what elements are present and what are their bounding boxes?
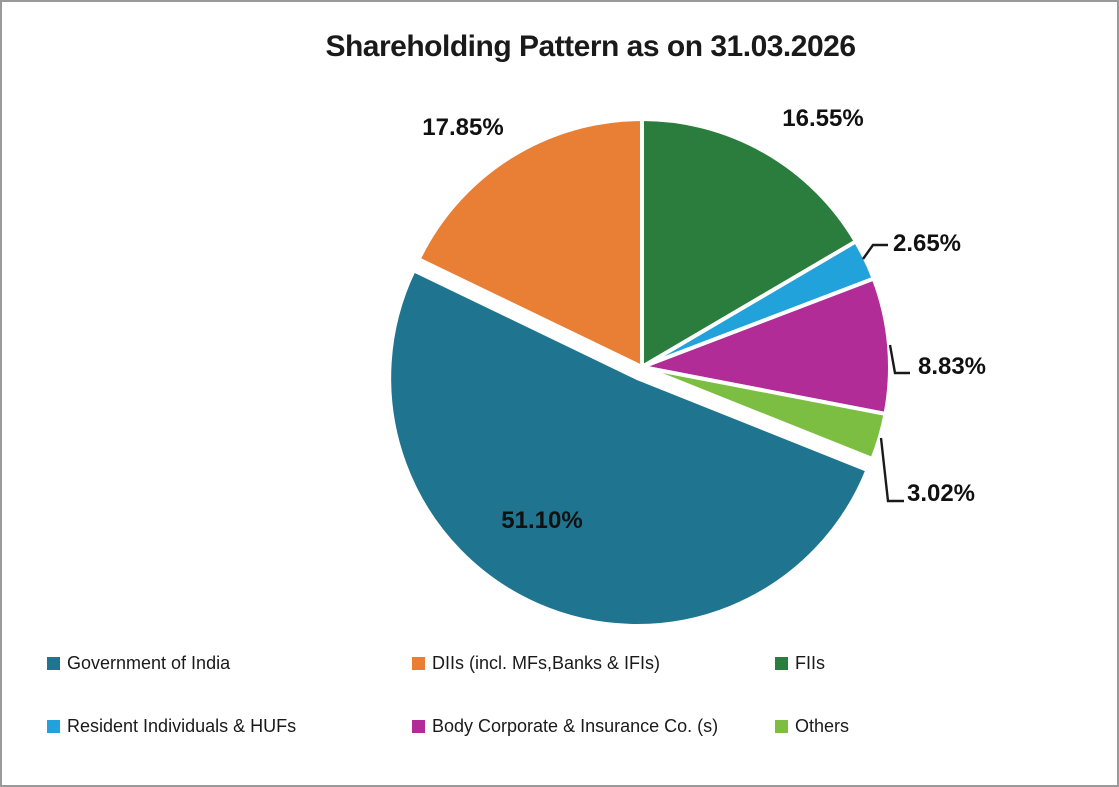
data-label-government-of-india: 51.10% <box>501 507 583 534</box>
legend-label: Resident Individuals & HUFs <box>67 715 297 736</box>
leader-lines <box>862 243 910 503</box>
legend-label: DIIs (incl. MFs,Banks & IFIs) <box>432 652 661 673</box>
legend-swatch-icon <box>412 656 425 670</box>
legend-label: Government of India <box>67 652 231 673</box>
legend-item-government-of-india: Government of India <box>47 650 230 676</box>
legend-label: FIIs <box>795 652 825 673</box>
pie-slice-0 <box>387 268 870 628</box>
legend-swatch-icon <box>412 719 425 733</box>
data-label-fiis: 16.55% <box>782 105 864 132</box>
chart-title: Shareholding Pattern as on 31.03.2026 <box>325 30 856 63</box>
data-label-diis: 17.85% <box>422 114 504 141</box>
pie-slice-1 <box>416 117 644 369</box>
pie-slice-2 <box>640 117 858 369</box>
legend-label: Others <box>795 715 850 736</box>
legend-swatch-icon <box>775 719 788 733</box>
data-label-body-corporate: 8.83% <box>917 353 987 380</box>
data-label-resident-individuals: 2.65% <box>892 230 962 257</box>
leader-line-resident <box>862 243 888 260</box>
data-label-others: 3.02% <box>906 480 976 507</box>
legend-label: Body Corporate & Insurance Co. (s) <box>432 715 719 736</box>
legend-item-body-corporate: Body Corporate & Insurance Co. (s) <box>412 713 718 739</box>
legend-item-diis: DIIs (incl. MFs,Banks & IFIs) <box>412 650 660 676</box>
legend-item-fiis: FIIs <box>775 650 825 676</box>
legend-item-others: Others <box>775 713 849 739</box>
legend-item-resident-individuals: Resident Individuals & HUFs <box>47 713 296 739</box>
leader-line-others <box>879 437 904 503</box>
legend-swatch-icon <box>47 719 60 733</box>
pie-slice-5 <box>640 365 888 462</box>
legend-swatch-icon <box>47 656 60 670</box>
pie-slices <box>387 117 892 628</box>
leader-line-body-corporate <box>888 344 910 375</box>
legend-swatch-icon <box>775 656 788 670</box>
